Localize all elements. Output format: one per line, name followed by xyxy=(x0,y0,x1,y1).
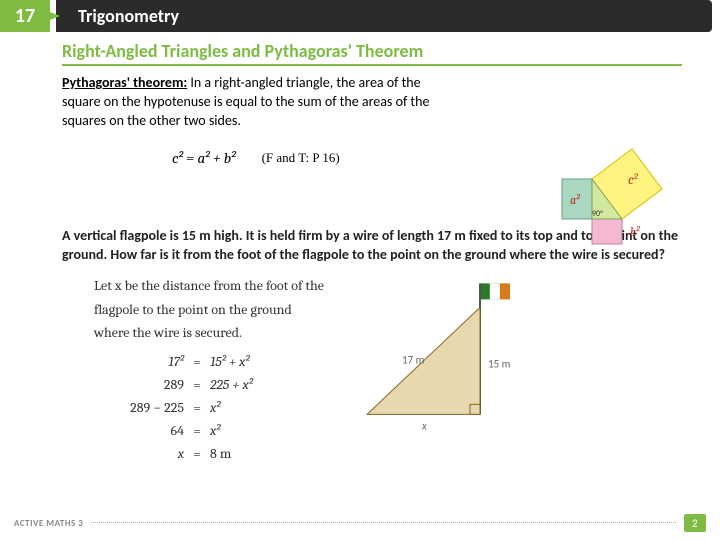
hypotenuse-label: 17 m xyxy=(402,354,425,367)
page-content: Right-Angled Triangles and Pythagoras' T… xyxy=(0,32,720,465)
intro-line-1: Let x be the distance from the foot of t… xyxy=(94,274,324,297)
eq-line-3: 289 − 225 = x² xyxy=(94,396,324,419)
footer-page-number: 2 xyxy=(684,514,706,532)
theorem-lead: Pythagoras' theorem: xyxy=(62,74,187,91)
chapter-number: 17 xyxy=(0,0,50,32)
pythagoras-diagram: c² a² b² 90° xyxy=(520,88,700,248)
height-label: 15 m xyxy=(488,358,511,371)
page-footer: ACTIVE MATHS 3 2 xyxy=(14,514,706,532)
eq-line-4: 64 = x² xyxy=(94,419,324,442)
b-label: b² xyxy=(630,225,640,239)
flagpole-diagram: 17 m 15 m x xyxy=(342,274,542,465)
section-title: Right-Angled Triangles and Pythagoras' T… xyxy=(62,40,682,66)
intro-line-2: flagpole to the point on the ground xyxy=(94,298,324,321)
b-square xyxy=(592,219,622,244)
footer-dots xyxy=(91,522,676,523)
worked-solution: Let x be the distance from the foot of t… xyxy=(94,274,324,465)
chapter-notch xyxy=(50,12,60,20)
a-label: a² xyxy=(570,193,580,207)
formula-reference: (F and T: P 16) xyxy=(262,150,340,166)
c-label: c² xyxy=(628,173,639,188)
flag-green xyxy=(480,284,490,300)
eq-line-2: 289 = 225 + x² xyxy=(94,373,324,396)
footer-book-title: ACTIVE MATHS 3 xyxy=(14,518,83,529)
chapter-title: Trigonometry xyxy=(56,0,712,32)
eq-line-1: 17² = 15² + x² xyxy=(94,350,324,373)
right-angle-label: 90° xyxy=(592,209,603,219)
eq-line-5: x = 8 m xyxy=(94,442,324,465)
theorem-text: Pythagoras' theorem: In a right-angled t… xyxy=(62,74,462,131)
intro-line-3: where the wire is secured. xyxy=(94,321,324,344)
base-label: x xyxy=(421,420,427,433)
flag-white xyxy=(490,284,500,300)
pythagoras-formula: c² = a² + b² xyxy=(172,149,236,167)
header-bar: 17 Trigonometry xyxy=(0,0,720,32)
worked-solution-area: Let x be the distance from the foot of t… xyxy=(62,274,692,465)
flag-orange xyxy=(500,284,510,300)
